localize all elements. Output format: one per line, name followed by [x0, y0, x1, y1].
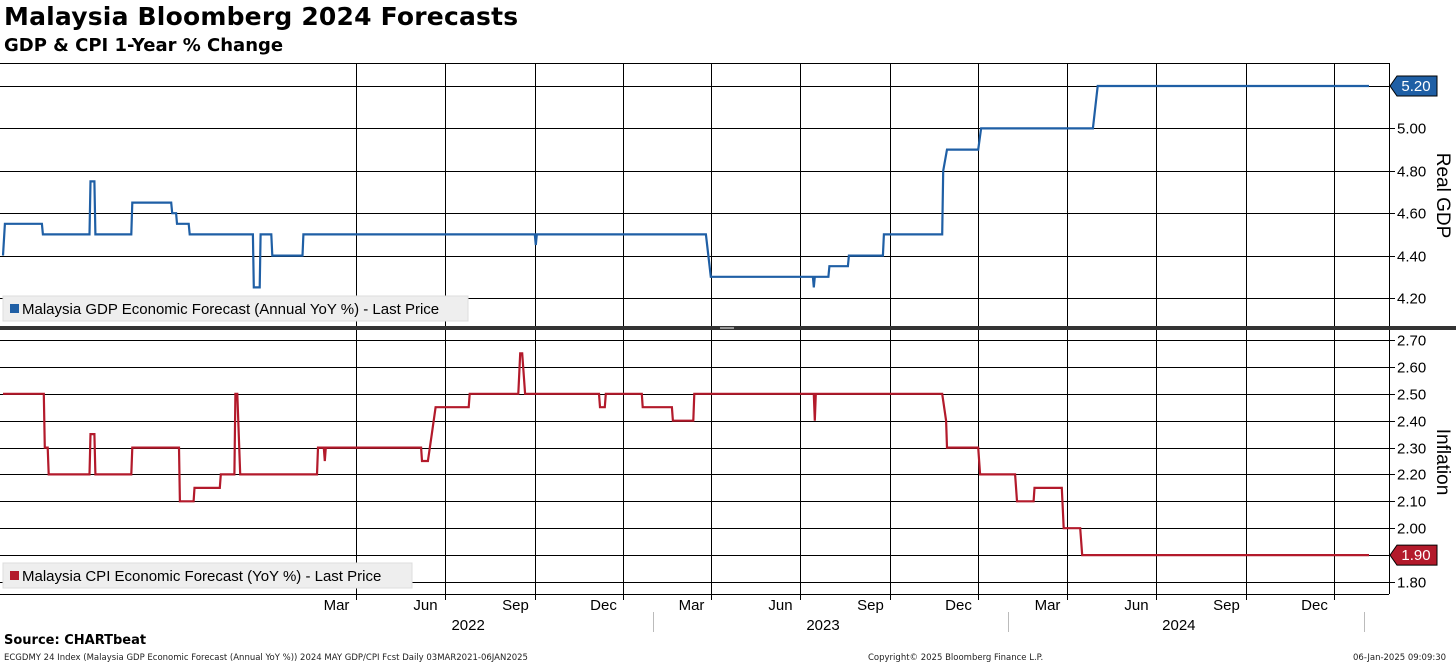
cpi-legend-box: [2, 562, 413, 589]
gdp-legend-swatch: [10, 304, 19, 313]
x-month-label-2: Sep: [502, 597, 529, 614]
cpi-ytick-label-0: 1.80: [1397, 575, 1426, 592]
x-month-label-7: Dec: [945, 597, 972, 614]
gdp-ytick-label-2: 4.60: [1397, 206, 1426, 223]
gdp-ytick-label-0: 4.20: [1397, 291, 1426, 308]
cpi-ytick-label-4: 2.20: [1397, 467, 1426, 484]
cpi-last-price-tag: [1389, 544, 1438, 566]
gdp-ytick-label-4: 5.00: [1397, 121, 1426, 138]
x-month-label-9: Jun: [1124, 597, 1148, 614]
x-year-label-2: 2024: [1162, 617, 1195, 632]
cpi-legend-label: Malaysia CPI Economic Forecast (YoY %) -…: [22, 568, 381, 585]
gdp-last-price-value: 5.20: [1401, 78, 1430, 95]
x-month-label-8: Mar: [1035, 597, 1061, 614]
cpi-last-price-value: 1.90: [1401, 547, 1430, 564]
source-label: Source: CHARTbeat: [4, 633, 147, 648]
chart-subtitle: GDP & CPI 1-Year % Change: [4, 35, 284, 56]
gdp-ytick-label-3: 4.80: [1397, 164, 1426, 181]
cpi-ytick-label-2: 2.00: [1397, 521, 1426, 538]
gdp-legend-label: Malaysia GDP Economic Forecast (Annual Y…: [22, 301, 439, 318]
x-month-label-1: Jun: [413, 597, 437, 614]
cpi-series-line: [3, 352, 1369, 557]
footer-description: ECGDMY 24 Index (Malaysia GDP Economic F…: [4, 653, 528, 663]
x-month-label-10: Sep: [1213, 597, 1240, 614]
x-year-label-1: 2023: [806, 617, 839, 632]
cpi-ytick-label-9: 2.70: [1397, 333, 1426, 350]
x-year-label-0: 2022: [451, 617, 484, 632]
separator-handle: [720, 327, 734, 329]
footer-copyright: Copyright© 2025 Bloomberg Finance L.P.: [868, 653, 1044, 663]
cpi-ytick-label-6: 2.40: [1397, 414, 1426, 431]
cpi-ytick-label-3: 2.10: [1397, 494, 1426, 511]
x-month-label-5: Jun: [768, 597, 792, 614]
gdp-last-price-tag: [1389, 75, 1438, 97]
cpi-ytick-label-5: 2.30: [1397, 441, 1426, 458]
chart-area: Mar Jun Sep Dec Mar Jun Sep Dec Mar Jun Sep Dec 2022…: [0, 63, 1456, 632]
x-month-label-0: Mar: [324, 597, 350, 614]
cpi-legend-swatch: [10, 571, 19, 580]
gdp-ytick-label-1: 4.40: [1397, 249, 1426, 266]
cpi-ytick-label-7: 2.50: [1397, 387, 1426, 404]
cpi-ytick-label-8: 2.60: [1397, 360, 1426, 377]
gdp-legend-box: [2, 295, 469, 322]
x-month-label-6: Sep: [857, 597, 884, 614]
cpi-axis-title: Inflation: [1432, 429, 1453, 496]
gdp-axis-title: Real GDP: [1432, 153, 1453, 239]
gdp-series-line: [1, 84, 1369, 289]
x-month-label-4: Mar: [679, 597, 705, 614]
footer-timestamp: 06-Jan-2025 09:09:30: [1353, 653, 1447, 663]
x-month-label-3: Dec: [590, 597, 617, 614]
x-month-label-11: Dec: [1301, 597, 1328, 614]
chart-title: Malaysia Bloomberg 2024 Forecasts: [4, 2, 519, 31]
